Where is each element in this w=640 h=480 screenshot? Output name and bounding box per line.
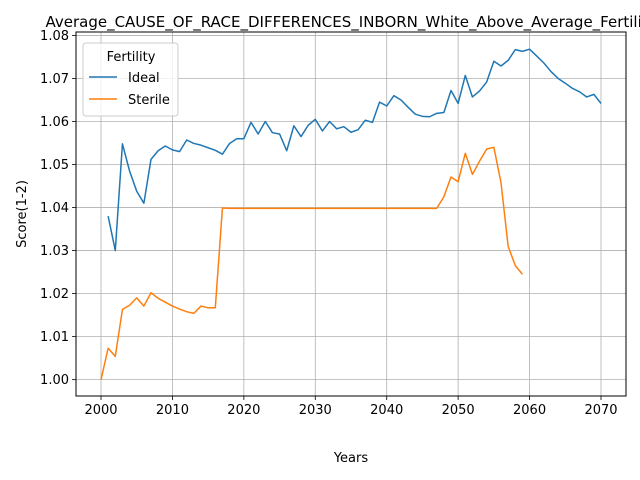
y-tick-label: 1.03 xyxy=(40,244,69,259)
series-line-sterile xyxy=(100,146,524,380)
x-axis-ticks: 2000 2010 2020 2030 2040 2050 2060 2070 xyxy=(84,396,618,418)
legend: Fertility Ideal Sterile xyxy=(82,42,179,117)
y-tick-label: 1.08 xyxy=(40,29,69,44)
legend-box xyxy=(82,42,179,117)
x-tick-label: 2040 xyxy=(370,403,403,418)
x-tick-label: 2070 xyxy=(584,403,617,418)
x-tick-label: 2030 xyxy=(299,403,332,418)
y-tick-label: 1.02 xyxy=(40,287,69,302)
y-axis-ticks: 1.00 1.01 1.02 1.03 1.04 1.05 1.06 1.07 1.08 xyxy=(40,29,76,388)
y-tick-label: 1.05 xyxy=(40,158,69,173)
y-axis-label: Score(1-2) xyxy=(15,180,30,248)
y-tick-label: 1.07 xyxy=(40,72,69,87)
chart-title: Average_CAUSE_OF_RACE_DIFFERENCES_INBORN… xyxy=(45,13,640,32)
legend-label-ideal: Ideal xyxy=(128,71,160,86)
legend-title: Fertility xyxy=(107,50,156,65)
x-tick-label: 2010 xyxy=(156,403,189,418)
y-tick-label: 1.00 xyxy=(40,373,69,388)
y-tick-label: 1.04 xyxy=(40,201,69,216)
grid-lines xyxy=(76,32,626,396)
x-tick-label: 2000 xyxy=(84,403,117,418)
series-line-ideal xyxy=(107,48,602,252)
x-tick-label: 2050 xyxy=(442,403,475,418)
y-tick-label: 1.01 xyxy=(40,330,69,345)
x-tick-label: 2020 xyxy=(227,403,260,418)
plot-frame xyxy=(75,31,627,397)
x-axis-label: Years xyxy=(333,451,369,466)
series-lines xyxy=(100,48,602,380)
x-tick-label: 2060 xyxy=(513,403,546,418)
y-tick-label: 1.06 xyxy=(40,115,69,130)
legend-label-sterile: Sterile xyxy=(128,93,170,108)
